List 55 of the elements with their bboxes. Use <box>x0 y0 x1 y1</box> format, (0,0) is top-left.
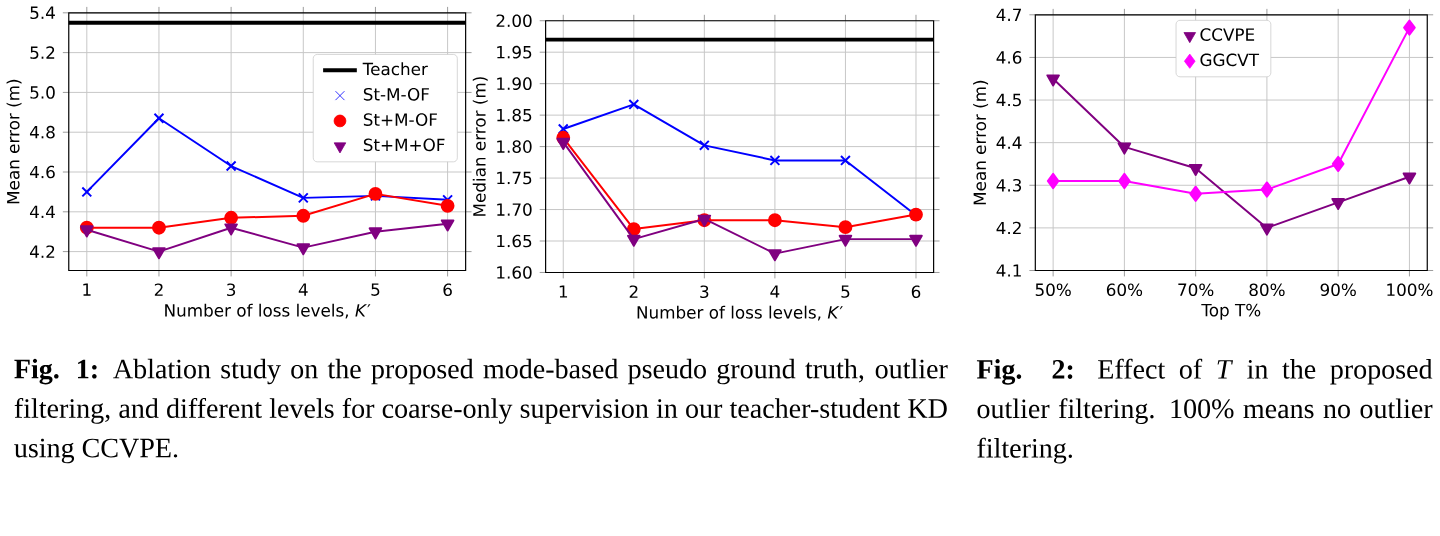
x-tick-label: 2 <box>154 283 163 296</box>
y-tick-label: 1.80 <box>497 140 532 153</box>
x-tick-label: 5 <box>371 283 380 296</box>
x-tick-label: 60% <box>1106 283 1143 297</box>
y-tick-label: 4.3 <box>996 178 1022 192</box>
y-tick-label: 4.4 <box>29 205 55 218</box>
y-tick-label: 1.95 <box>497 45 532 59</box>
y-tick-label: 1.75 <box>497 171 532 185</box>
legend-label: St+M+OF <box>363 138 445 152</box>
legend-label: CCVPE <box>1200 28 1255 41</box>
y-tick-label: 4.2 <box>996 221 1021 235</box>
y-tick-label: 1.90 <box>497 77 532 90</box>
x-tick-label: 3 <box>700 285 709 299</box>
x-tick-label: 4 <box>770 285 780 298</box>
y-axis-title: Mean error (m) <box>6 79 22 204</box>
y-tick-label: 5.4 <box>30 6 55 20</box>
y-tick-label: 4.2 <box>29 245 55 258</box>
y-tick-label: 1.85 <box>497 108 532 122</box>
x-tick-label: 4 <box>298 283 308 296</box>
y-tick-label: 4.6 <box>29 165 55 179</box>
y-axis-title: Median error (m) <box>472 77 488 216</box>
x-tick-label: 50% <box>1035 283 1071 297</box>
x-tick-label: 100% <box>1387 283 1433 297</box>
x-axis-title: Number of loss levels, K′ <box>637 305 843 321</box>
x-tick-label: 5 <box>841 285 850 298</box>
y-tick-label: 5.0 <box>30 86 55 99</box>
x-tick-label: 3 <box>227 283 236 297</box>
y-tick-label: 1.70 <box>497 203 532 216</box>
x-axis-title: Number of loss levels, K′ <box>165 303 371 319</box>
y-tick-label: 4.4 <box>996 136 1022 149</box>
x-tick-label: 70% <box>1178 283 1214 297</box>
y-axis-title: Mean error (m) <box>973 80 989 205</box>
x-tick-label: 1 <box>83 283 91 296</box>
y-tick-label: 1.65 <box>497 234 532 248</box>
x-tick-label: 2 <box>629 285 638 298</box>
y-tick-label: 1.60 <box>497 266 532 279</box>
y-tick-label: 2.00 <box>496 14 532 28</box>
legend-label: GGCVT <box>1200 53 1260 67</box>
x-tick-label: 1 <box>559 285 568 298</box>
x-axis-title: Top T% <box>1201 303 1261 320</box>
y-tick-label: 4.5 <box>996 93 1021 107</box>
y-tick-label: 4.8 <box>29 125 55 139</box>
x-tick-label: 90% <box>1320 283 1356 297</box>
legend-label: Teacher <box>362 62 428 76</box>
x-tick-label: 80% <box>1249 283 1285 297</box>
y-tick-label: 4.1 <box>996 264 1021 277</box>
y-tick-label: 5.2 <box>30 46 55 59</box>
legend-label: St-M-OF <box>363 87 429 101</box>
x-tick-label: 6 <box>443 283 452 297</box>
y-tick-label: 4.7 <box>996 8 1021 21</box>
y-tick-label: 4.6 <box>996 51 1022 64</box>
text: Fig. 2: Effect of T in the proposed outlier filtering. 100% means no outlier filtering. <box>976 358 1433 464</box>
x-tick-label: 6 <box>911 285 921 299</box>
text: Fig. 1: Ablation study on the proposed mode-based pseudo ground truth, outlier filtering, and different levels for coarse-only supervision in our teacher-student KD using CCVPE. <box>14 358 948 464</box>
legend-label: St+M-OF <box>363 113 437 126</box>
